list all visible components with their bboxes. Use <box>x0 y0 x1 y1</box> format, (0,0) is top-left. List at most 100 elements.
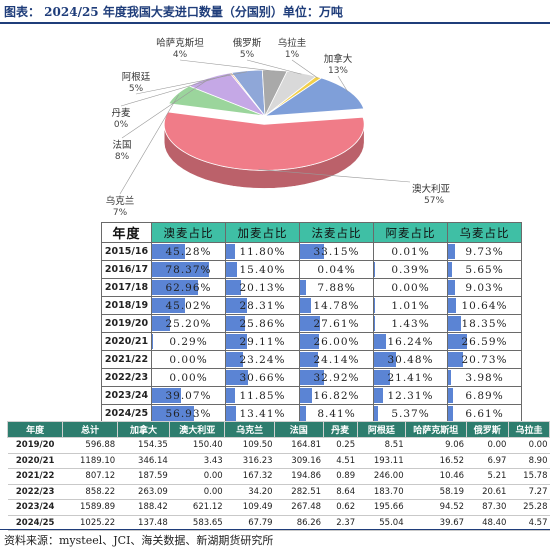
pie-slice-1 <box>167 85 266 117</box>
share-value: 11.80% <box>239 245 286 258</box>
share-value: 6.61% <box>465 407 504 420</box>
pie-label-2: 法国 <box>112 139 131 151</box>
pie-pct-5: 4% <box>173 50 188 60</box>
volume-header-3: 澳大利亚 <box>169 421 226 438</box>
volume-cell: 316.23 <box>224 453 275 469</box>
volume-cell: 3.43 <box>169 453 225 469</box>
share-value: 0.00% <box>169 371 208 384</box>
volume-row-year: 2024/25 <box>7 515 63 531</box>
share-bar <box>152 298 185 313</box>
share-cell: 45.02% <box>151 296 226 315</box>
volume-cell: 621.12 <box>169 499 225 516</box>
share-row: 2020/21 0.29% 29.11% 26.00% 16.24% 26.59% <box>101 332 522 351</box>
share-value: 27.61% <box>313 317 360 330</box>
pie-label-5: 哈萨克斯坦 <box>156 37 204 49</box>
share-bar <box>152 244 186 259</box>
share-value: 0.00% <box>391 281 430 294</box>
share-bar <box>152 280 198 295</box>
share-cell: 3.98% <box>447 368 522 387</box>
share-value: 0.29% <box>169 335 208 348</box>
volume-cell: 282.51 <box>274 484 324 500</box>
share-header-4: 阿麦占比 <box>373 222 448 243</box>
share-cell: 25.86% <box>225 314 300 333</box>
share-cell: 26.00% <box>299 332 374 351</box>
share-cell: 6.61% <box>447 404 522 423</box>
share-row: 2018/19 45.02% 28.31% 14.78% 1.01% 10.64% <box>101 296 522 315</box>
share-bar <box>374 370 390 385</box>
volume-cell: 48.40 <box>466 515 509 531</box>
share-bar <box>374 298 375 313</box>
volume-cell: 193.11 <box>357 453 406 469</box>
source-note: 资料来源：mysteel、JCI、海关数据、新湖期货研究所 <box>4 534 274 547</box>
volume-row: 2024/25 1025.22 137.48 583.65 67.79 86.26 2.37… <box>7 515 550 531</box>
volume-cell: 596.88 <box>62 437 118 454</box>
share-row-year: 2019/20 <box>101 314 152 333</box>
share-value: 8.41% <box>317 407 356 420</box>
share-cell: 56.93% <box>151 404 226 423</box>
share-cell: 0.00% <box>373 278 448 297</box>
share-cell: 8.41% <box>299 404 374 423</box>
share-bar <box>448 298 456 313</box>
share-cell: 62.96% <box>151 278 226 297</box>
volume-header-9: 俄罗斯 <box>465 421 509 438</box>
share-value: 7.88% <box>317 281 356 294</box>
share-cell: 0.00% <box>151 350 226 369</box>
share-value: 32.92% <box>313 371 360 384</box>
volume-cell: 263.09 <box>117 484 170 500</box>
share-value: 33.15% <box>313 245 360 258</box>
share-bar <box>226 316 245 331</box>
share-cell: 33.15% <box>299 242 374 261</box>
share-bar <box>300 370 325 385</box>
volume-header-4: 乌克兰 <box>224 421 276 438</box>
share-bar <box>300 280 306 295</box>
share-bar <box>300 352 318 367</box>
volume-cell: 87.30 <box>466 499 509 516</box>
share-bar <box>226 406 236 421</box>
volume-cell: 109.50 <box>224 437 275 454</box>
volume-cell: 267.48 <box>274 499 324 516</box>
volume-header-10: 乌拉圭 <box>507 421 550 438</box>
share-bar <box>374 334 386 349</box>
volume-cell: 15.78 <box>508 468 550 485</box>
volume-cell: 34.20 <box>224 484 275 500</box>
volume-cell: 188.42 <box>117 499 170 516</box>
volume-row-year: 2020/21 <box>7 453 63 469</box>
share-cell: 39.07% <box>151 386 226 405</box>
share-cell: 20.13% <box>225 278 300 297</box>
volume-cell: 86.26 <box>274 515 324 531</box>
pie-leader-8 <box>337 75 349 93</box>
share-value: 26.59% <box>461 335 508 348</box>
share-bar <box>374 406 378 421</box>
volume-row-year: 2022/23 <box>7 484 63 500</box>
share-row: 2022/23 0.00% 30.66% 32.92% 21.41% 3.98% <box>101 368 522 387</box>
volume-cell: 9.06 <box>405 437 467 454</box>
volume-cell: 346.14 <box>117 453 170 469</box>
pie-pct-4: 5% <box>129 84 144 94</box>
volume-table: 年度 总计 加拿大 澳大利亚 乌克兰 法国 丹麦 阿根廷 哈萨克斯坦 俄罗斯 乌拉圭 2019/20… <box>6 421 550 531</box>
share-cell: 0.00% <box>151 368 226 387</box>
share-bar <box>300 244 325 259</box>
share-cell: 30.66% <box>225 368 300 387</box>
share-bar <box>226 352 243 367</box>
pie-label-7: 乌拉圭 <box>278 37 307 49</box>
share-bar <box>448 388 454 403</box>
share-row: 2024/25 56.93% 13.41% 8.41% 5.37% 6.61% <box>101 404 522 423</box>
volume-cell: 8.51 <box>357 437 406 454</box>
share-cell: 10.64% <box>447 296 522 315</box>
volume-cell: 25.28 <box>508 499 550 516</box>
share-value: 25.20% <box>165 317 212 330</box>
volume-cell: 4.57 <box>508 515 550 531</box>
share-bar <box>300 316 321 331</box>
share-cell: 18.35% <box>447 314 522 333</box>
share-bar <box>448 244 456 259</box>
share-bar <box>300 388 313 403</box>
share-value: 56.93% <box>165 407 212 420</box>
share-bar <box>226 334 248 349</box>
volume-cell: 195.66 <box>357 499 406 516</box>
pie-leader-1 <box>119 94 179 195</box>
pie-leader-7 <box>291 59 318 79</box>
share-value: 0.00% <box>169 353 208 366</box>
volume-cell: 5.21 <box>466 468 509 485</box>
volume-cell: 807.12 <box>62 468 118 485</box>
share-bar <box>226 388 235 403</box>
